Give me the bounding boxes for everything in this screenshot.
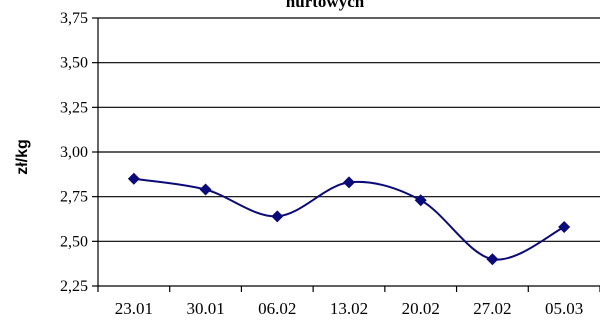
y-tick-label: 3,25 [60, 99, 88, 116]
y-tick-label: 2,50 [60, 233, 88, 250]
x-tick-label: 06.02 [258, 299, 296, 318]
y-tick-label: 2,25 [60, 278, 88, 295]
data-point-marker [199, 183, 212, 196]
x-tick-label: 30.01 [186, 299, 224, 318]
x-tick-label: 20.02 [402, 299, 440, 318]
x-tick-labels: 23.01 30.01 06.02 13.02 20.02 27.02 05.03 [115, 299, 584, 318]
data-point-marker [558, 221, 571, 234]
y-tick-label: 2,75 [60, 189, 88, 206]
axes [92, 17, 600, 292]
y-tick-label: 3,00 [60, 144, 88, 161]
y-tick-label: 3,75 [60, 10, 88, 27]
x-tick-label: 05.03 [545, 299, 583, 318]
chart-title: hurtowych [286, 0, 365, 11]
gridlines [98, 17, 600, 242]
x-tick-label: 13.02 [330, 299, 368, 318]
y-tick-label: 3,50 [60, 55, 88, 72]
y-tick-labels: 2,25 2,50 2,75 3,00 3,25 3,50 3,75 [60, 10, 88, 295]
data-point-marker [414, 194, 427, 207]
data-point-marker [486, 253, 499, 266]
y-axis-label: zł/kg [14, 139, 31, 175]
data-point-marker [127, 172, 140, 185]
x-tick-label: 27.02 [473, 299, 511, 318]
series-line [133, 177, 565, 261]
x-tick-label: 23.01 [115, 299, 153, 318]
data-point-marker [343, 176, 355, 189]
series-layer [127, 172, 571, 266]
data-point-marker [271, 210, 284, 223]
